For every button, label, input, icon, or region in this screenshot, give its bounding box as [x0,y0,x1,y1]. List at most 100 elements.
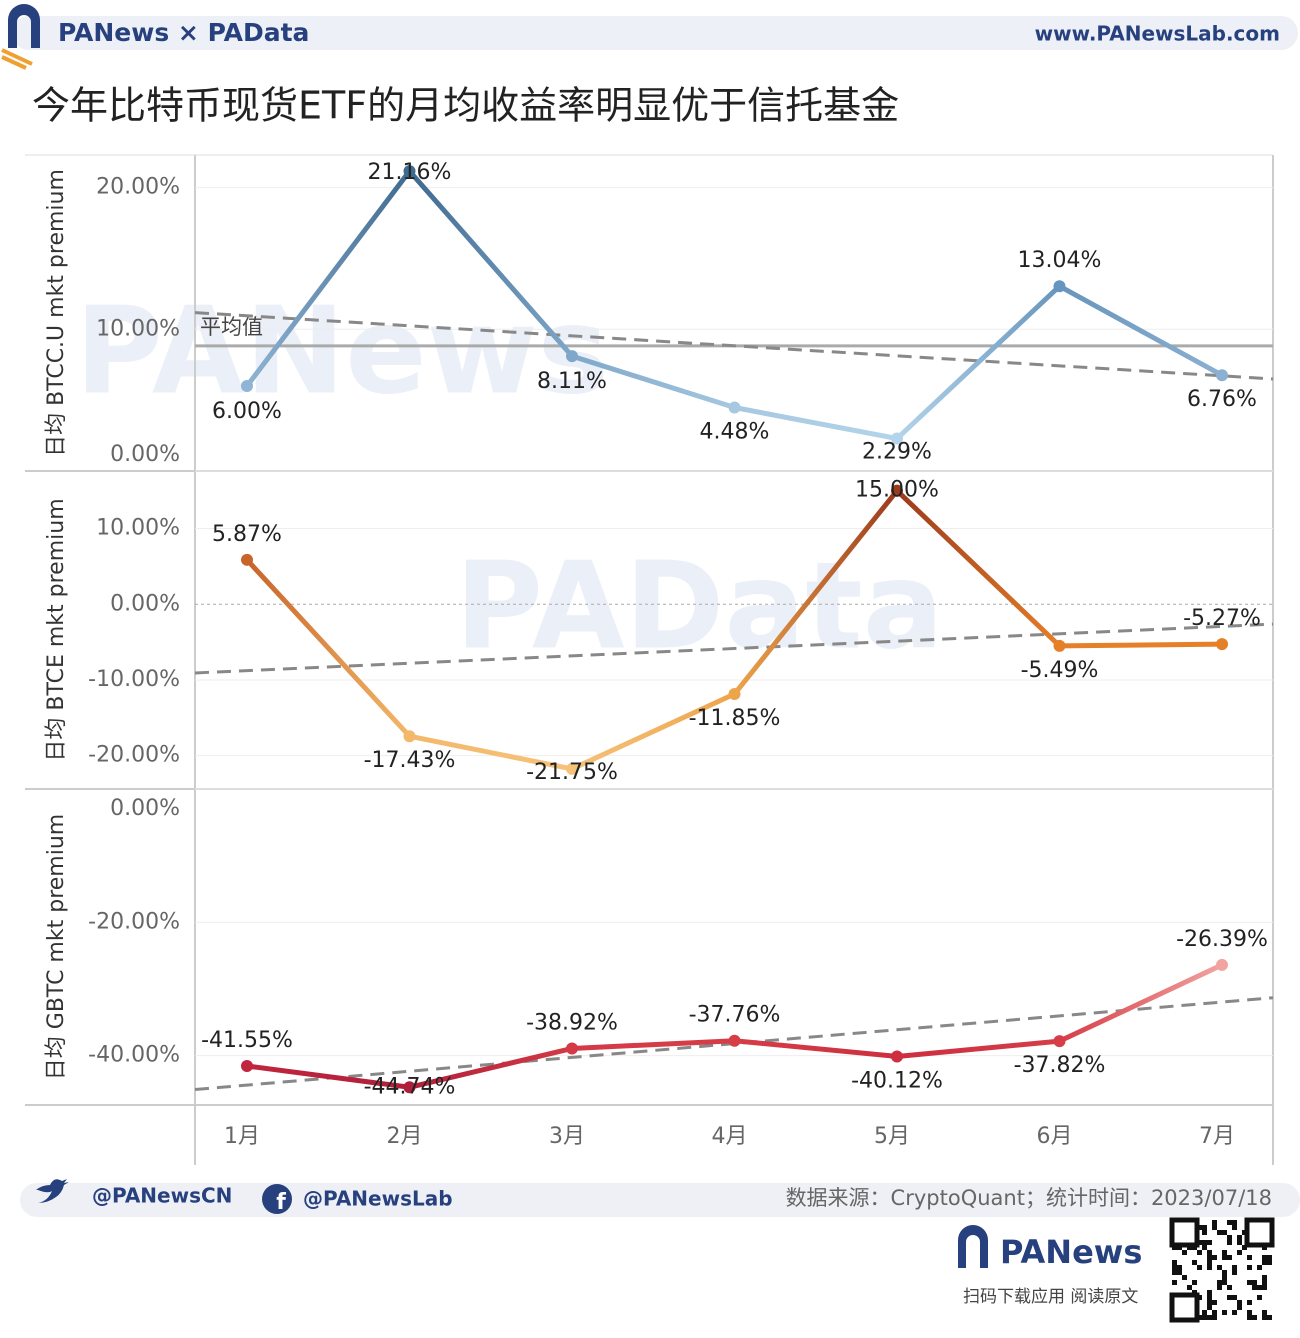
qr-code [1169,1217,1275,1323]
y-tick-label: 0.00% [110,442,180,467]
point [728,687,741,700]
qr-cell [1247,1280,1252,1285]
y-tick-label: 10.00% [96,516,180,541]
x-tick-label: 7月 [1199,1124,1235,1149]
qr-cell [1222,1250,1227,1255]
data-label: -38.92% [526,1010,618,1035]
qr-finder [1244,1217,1275,1248]
point [1053,280,1066,293]
data-label: 2.29% [862,440,932,465]
qr-cell [1172,1260,1177,1265]
x-tick-label: 3月 [549,1124,585,1149]
point [728,1034,741,1047]
qr-cell [1182,1275,1187,1280]
point [891,484,903,497]
trend-line [194,622,1274,675]
qr-cell [1237,1250,1242,1255]
point [1053,639,1066,652]
y-tick-label: -20.00% [88,743,180,768]
qr-cell [1207,1250,1212,1255]
qr-cell [1227,1255,1232,1260]
y-tick-label: -10.00% [88,667,180,692]
qr-cell [1247,1300,1252,1305]
qr-cell [1172,1265,1177,1270]
logo-mark [8,4,40,48]
point [403,165,416,178]
y-tick-label: 0.00% [110,591,180,616]
data-label: -37.82% [1014,1053,1106,1078]
qr-finder [1169,1217,1200,1248]
qr-cell [1217,1280,1222,1285]
qr-cell [1262,1310,1267,1315]
data-label: -37.76% [689,1003,781,1028]
data-label: -26.39% [1176,927,1268,952]
footer-logo-mark [958,1225,988,1268]
qr-cell [1207,1300,1212,1305]
qr-cell [1217,1230,1222,1235]
footer-logo: PANews [1000,1233,1142,1271]
qr-cell [1187,1285,1192,1290]
point [241,379,253,392]
data-label: 8.11% [537,369,607,394]
qr-cell [1212,1310,1217,1315]
source: 数据来源：CryptoQuant；统计时间：2023/07/18 [786,1186,1272,1210]
qr-caption: 扫码下载应用 阅读原文 [963,1287,1138,1307]
qr-cell [1192,1260,1197,1265]
plot-area: 日均 BTCC.U mkt premium 0.00% 10.00% 20.00% 平均… [25,154,1274,1165]
qr-cell [1212,1220,1217,1225]
qr-cell [1262,1280,1267,1285]
y-tick-label: -40.00% [88,1043,180,1068]
qr-cell [1232,1225,1237,1230]
point [241,1060,253,1072]
qr-cell [1267,1260,1272,1265]
qr-cell [1202,1230,1207,1235]
watermark: PANews [75,283,609,422]
y-tick-label: 10.00% [96,316,180,341]
url: www.PANewsLab.com [1035,22,1280,46]
qr-cell [1227,1220,1232,1225]
qr-cell [1222,1255,1227,1260]
qr-cell [1257,1285,1262,1290]
qr-cell [1197,1265,1202,1270]
qr-cell [1237,1300,1242,1305]
watermark: PAData [455,538,944,677]
qr-cell [1227,1285,1232,1290]
qr-cell [1222,1280,1227,1285]
point [566,762,578,775]
qr-cell [1247,1255,1252,1260]
data-label: 6.76% [1187,387,1257,412]
qr-cell [1207,1240,1212,1245]
point [728,401,741,414]
qr-cell [1172,1280,1177,1285]
qr-cell [1207,1315,1212,1320]
qr-cell [1212,1300,1217,1305]
qr-cell [1262,1260,1267,1265]
qr-cell [1212,1315,1217,1320]
facebook-icon [262,1184,292,1214]
y-tick-label: 20.00% [96,175,180,200]
y-tick-label: -20.00% [88,909,180,934]
point [1053,1035,1066,1048]
data-label: 6.00% [212,399,282,424]
data-label: -17.43% [364,748,456,773]
chart-title: 今年比特币现货ETF的月均收益率明显优于信托基金 [32,84,899,128]
qr-cell [1267,1255,1272,1260]
point [1216,958,1228,971]
point [891,432,903,445]
qr-cell [1252,1315,1257,1320]
data-label: -11.85% [689,706,781,731]
qr-cell [1262,1285,1267,1290]
y-tick-label: 0.00% [110,796,180,821]
data-label: -5.49% [1021,658,1099,683]
qr-cell [1247,1310,1252,1315]
point [1216,638,1228,651]
y-axis-label: 日均 BTCE mkt premium [44,498,69,761]
header-band [12,16,1298,50]
qr-cell [1232,1220,1237,1225]
qr-cell [1227,1235,1232,1240]
qr-cell [1262,1275,1267,1280]
point [891,1050,903,1063]
data-label: 13.04% [1018,248,1102,273]
footer-band [20,1183,1300,1217]
